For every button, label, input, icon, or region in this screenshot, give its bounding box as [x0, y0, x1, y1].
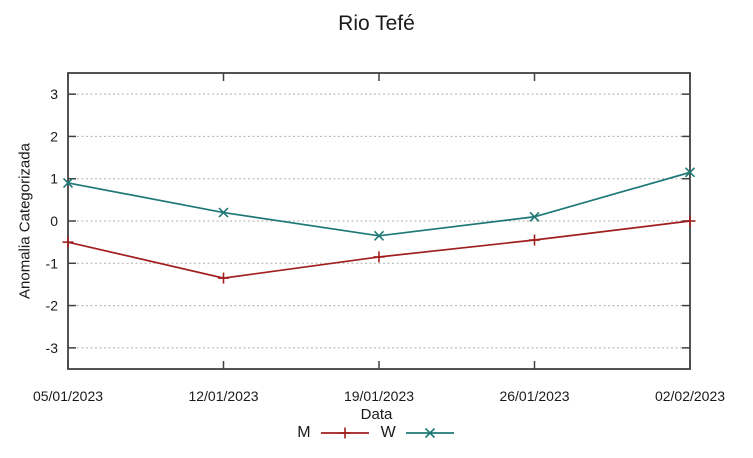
series-line-m	[67, 220, 691, 279]
legend-label-m: M	[297, 424, 311, 441]
cross-marker	[373, 230, 385, 241]
y-tick-label: 1	[50, 171, 58, 187]
chart-title: Rio Tefé	[338, 12, 415, 35]
cross-marker	[684, 167, 696, 178]
cross-marker	[62, 177, 74, 189]
y-tick-label: 0	[50, 213, 58, 229]
y-axis-label: Anomalia Categorizada	[16, 143, 34, 299]
x-tick-label: 12/01/2023	[188, 388, 258, 404]
y-tick-label: -1	[46, 255, 59, 271]
x-tick-label: 05/01/2023	[33, 388, 103, 404]
x-tick-label: 02/02/2023	[655, 388, 725, 404]
x-axis-label: Data	[360, 406, 393, 423]
y-tick-label: -3	[46, 340, 59, 356]
legend-line-sample-m	[320, 427, 369, 439]
series-line-w	[67, 171, 691, 237]
legend: M W	[0, 424, 753, 442]
legend-item-w: W	[381, 424, 456, 442]
legend-line-sample-w	[405, 427, 454, 439]
x-tick-label: 26/01/2023	[499, 388, 569, 404]
cross-marker	[218, 207, 229, 218]
legend-item-m: M	[297, 424, 370, 442]
y-tick-label: -2	[46, 298, 59, 314]
y-tick-label: 2	[50, 128, 58, 144]
cross-marker	[529, 211, 540, 222]
cross-marker	[424, 427, 435, 439]
x-tick-label: 19/01/2023	[344, 388, 414, 404]
y-tick-label: 3	[50, 86, 58, 102]
legend-label-w: W	[380, 424, 396, 441]
